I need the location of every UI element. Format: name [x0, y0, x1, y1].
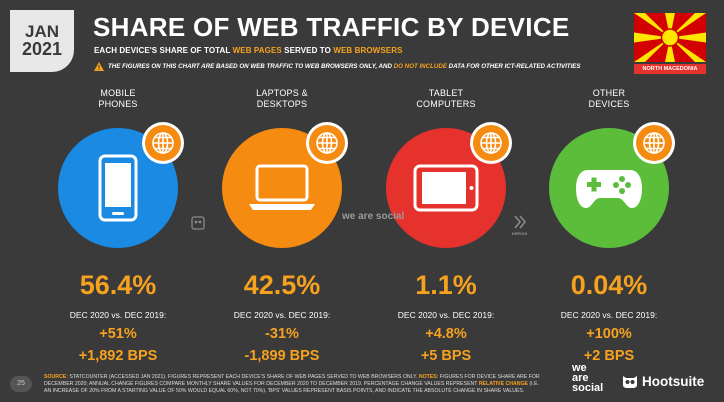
gamepad-icon: [576, 170, 642, 208]
country-label: NORTH MACEDONIA: [634, 64, 706, 74]
source-text: STATCOUNTER (ACCESSED JAN 2021). FIGURES…: [67, 374, 419, 380]
notes-key: NOTES:: [418, 374, 439, 380]
web-badge: [633, 122, 675, 164]
globe-icon: [643, 132, 665, 154]
notes-text: FIGURES FOR DEVICE SHARE ARE FOR DECEMBE…: [44, 374, 540, 388]
date-month: JAN: [24, 22, 59, 42]
hootsuite-owl-watermark-icon: [191, 216, 205, 230]
globe-icon: [152, 132, 174, 154]
was-line1: we: [572, 362, 587, 374]
source-notes: SOURCE: STATCOUNTER (ACCESSED JAN 2021).…: [44, 374, 544, 395]
footer: 25 SOURCE: STATCOUNTER (ACCESSED JAN 202…: [0, 366, 724, 402]
share-value: 42.5%: [243, 270, 321, 300]
hootsuite-logo: Hootsuite: [622, 374, 704, 389]
comparison-label: DEC 2020 vs. DEC 2019:: [233, 310, 331, 320]
we-are-social-logo: we are social: [572, 362, 604, 394]
subtitle-text: EACH DEVICE'S SHARE OF TOTAL: [94, 46, 233, 55]
laptop-icon: [249, 164, 315, 210]
web-badge: [142, 122, 184, 164]
page-number: 25: [10, 376, 32, 392]
was-line3: social: [572, 381, 604, 394]
subtitle-highlight-web-pages: WEB PAGES: [232, 46, 282, 55]
device-label-line2: COMPUTERS: [416, 99, 476, 110]
notes-text-2: (I.E. AN INCREASE OF 20% FROM A STARTING…: [44, 381, 539, 395]
globe-icon: [316, 132, 338, 154]
kepios-logo-icon: [513, 215, 526, 229]
date-badge: JAN 2021: [10, 10, 74, 72]
device-label: TABLET COMPUTERS: [371, 88, 521, 114]
share-value: 1.1%: [415, 270, 477, 300]
we-are-social-watermark: we are social: [342, 211, 405, 222]
subtitle-text-mid: SERVED TO: [281, 46, 334, 55]
notes-highlight: RELATIVE CHANGE: [478, 381, 528, 388]
hootsuite-owl-icon: [623, 375, 637, 388]
mobile-phone-icon: [98, 154, 138, 222]
device-circle: [386, 122, 512, 248]
kepios-label: KEPIOS: [512, 230, 528, 236]
device-label: MOBILE PHONES: [43, 88, 193, 114]
device-circle: [58, 122, 184, 248]
country-flag: NORTH MACEDONIA: [634, 13, 706, 74]
web-badge: [470, 122, 512, 164]
subtitle-highlight-web-browsers: WEB BROWSERS: [333, 46, 403, 55]
bps-change: +2 BPS: [583, 348, 635, 364]
device-label: OTHER DEVICES: [534, 88, 684, 114]
kepios-watermark: KEPIOS: [512, 215, 527, 235]
page-subtitle: EACH DEVICE'S SHARE OF TOTAL WEB PAGES S…: [94, 46, 403, 55]
comparison-label: DEC 2020 vs. DEC 2019:: [397, 310, 495, 320]
north-macedonia-flag-icon: [634, 13, 706, 62]
warning-icon: [94, 62, 104, 71]
was-line2: are: [572, 371, 589, 384]
comparison-label: DEC 2020 vs. DEC 2019:: [69, 310, 167, 320]
share-value: 56.4%: [79, 270, 157, 300]
bps-change: +1,892 BPS: [78, 348, 158, 364]
device-column-laptops: LAPTOPS & DESKTOPS: [207, 88, 357, 364]
relative-change: -31%: [265, 326, 299, 342]
warning-highlight: DO NOT INCLUDE: [393, 63, 447, 70]
globe-icon: [480, 132, 502, 154]
share-value: 0.04%: [570, 270, 648, 300]
warning-text: THE FIGURES ON THIS CHART ARE BASED ON W…: [108, 63, 394, 70]
device-column-tablets: TABLET COMPUTERS: [371, 88, 521, 364]
bps-change: -1,899 BPS: [244, 348, 320, 364]
device-column-other: OTHER DEVICES: [534, 88, 684, 364]
device-label-line2: PHONES: [98, 99, 138, 110]
comparison-label: DEC 2020 vs. DEC 2019:: [560, 310, 658, 320]
hootsuite-wordmark: Hootsuite: [642, 374, 705, 389]
warning-note: THE FIGURES ON THIS CHART ARE BASED ON W…: [94, 62, 581, 71]
warning-text-post: DATA FOR OTHER ICT-RELATED ACTIVITIES: [446, 63, 581, 70]
device-label-line2: DEVICES: [588, 99, 630, 110]
device-label-line1: OTHER: [592, 88, 626, 98]
relative-change: +51%: [99, 326, 137, 342]
device-label-line2: DESKTOPS: [256, 99, 308, 110]
device-circle: [222, 122, 348, 248]
page-title: SHARE OF WEB TRAFFIC BY DEVICE: [93, 12, 570, 42]
source-key: SOURCE:: [44, 374, 68, 380]
device-label: LAPTOPS & DESKTOPS: [207, 88, 357, 114]
device-column-mobile: MOBILE PHONES: [43, 88, 193, 364]
relative-change: +4.8%: [425, 326, 467, 342]
tablet-icon: [413, 164, 479, 212]
device-circle: [549, 122, 675, 248]
bps-change: +5 BPS: [420, 348, 472, 364]
device-label-line1: LAPTOPS &: [256, 88, 308, 98]
web-badge: [306, 122, 348, 164]
device-label-line1: MOBILE: [100, 88, 136, 98]
date-year: 2021: [21, 39, 63, 60]
device-label-line1: TABLET: [428, 88, 464, 98]
relative-change: +100%: [586, 326, 632, 342]
